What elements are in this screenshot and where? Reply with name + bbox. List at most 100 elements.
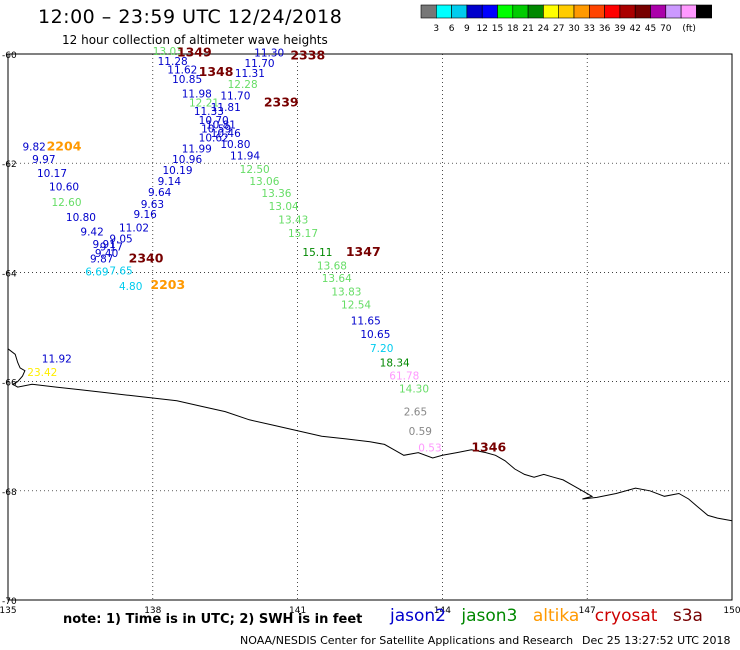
color-swatch [696, 4, 712, 19]
wave-height-label: 10.46 [211, 128, 241, 140]
color-scale-label: 70 [660, 24, 672, 34]
wave-height-label: 11.65 [351, 315, 381, 327]
wave-height-label: 11.99 [182, 143, 212, 155]
wave-height-label: 12.50 [240, 164, 270, 176]
satellite-cryosat: cryosat [594, 606, 658, 626]
wave-height-label: 12.21 [189, 97, 219, 109]
wave-height-label: 12.54 [341, 299, 371, 311]
wave-height-label: 4.80 [119, 281, 142, 293]
wave-height-label: 2.65 [404, 406, 427, 418]
wave-height-label: 0.59 [409, 426, 432, 438]
color-scale-label: 6 [449, 24, 455, 34]
track-time-label: 2339 [264, 94, 299, 109]
wave-height-label: 11.94 [230, 150, 260, 162]
wave-height-label: 10.96 [172, 154, 202, 166]
wave-height-label: 11.62 [167, 65, 197, 77]
track-time-label: 2340 [129, 251, 164, 266]
wave-height-label: 13.04 [269, 201, 299, 213]
wave-height-label: 9.87 [90, 254, 113, 266]
wave-height-label: 11.33 [194, 106, 224, 118]
track-time-label: 1346 [471, 439, 506, 454]
longitude-tick-label: 138 [144, 606, 161, 616]
wave-height-label: 9.63 [141, 199, 164, 211]
color-scale-label: 12 [476, 24, 487, 34]
color-scale-label: 21 [522, 24, 533, 34]
wave-height-label: 11.92 [42, 353, 72, 365]
wave-height-label: 13.83 [331, 286, 361, 298]
wave-height-label: 13.06 [249, 176, 279, 188]
wave-height-label: 14.30 [399, 384, 429, 396]
wave-height-label: 15.11 [302, 247, 332, 259]
latitude-tick-label: -64 [2, 269, 17, 279]
wave-height-label: 18.34 [380, 357, 410, 369]
wave-height-label: 10.59 [201, 124, 231, 136]
wave-height-label: 10.70 [199, 115, 229, 127]
track-time-label: 1348 [199, 64, 234, 79]
wave-height-label: 13.43 [278, 214, 308, 226]
latitude-tick-label: -68 [2, 488, 17, 498]
wave-height-label: 11.81 [211, 102, 241, 114]
wave-height-label: 10.80 [220, 139, 250, 151]
track-time-label: 1349 [177, 45, 212, 60]
wave-height-label: 10.80 [66, 212, 96, 224]
satellite-jason2: jason2 [390, 606, 446, 626]
satellite-altika: altika [532, 606, 580, 626]
color-scale-label: 18 [507, 24, 519, 34]
wave-height-label: 10.17 [37, 168, 67, 180]
color-scale-label: 45 [645, 24, 656, 34]
wave-height-label: 10.62 [199, 132, 229, 144]
wave-height-label: 12.28 [228, 79, 258, 91]
track-time-label: 2203 [150, 277, 185, 292]
satellite-legend: jason2 jason3 altika cryosat s3a [390, 606, 713, 626]
color-scale-label: 30 [568, 24, 580, 34]
color-scale-label: 39 [614, 24, 626, 34]
color-scale-label: (ft) [682, 24, 696, 34]
color-scale-label: 24 [538, 24, 550, 34]
color-scale-label: 36 [599, 24, 611, 34]
longitude-tick-label: 141 [289, 606, 306, 616]
wave-height-label: 9.91 [92, 239, 115, 251]
wave-height-label: 11.70 [220, 90, 250, 102]
footer-note: note: 1) Time is in UTC; 2) SWH is in fe… [63, 612, 363, 627]
track-time-label: 1347 [346, 244, 381, 259]
wave-height-label: 11.28 [158, 56, 188, 68]
longitude-tick-label: 147 [579, 606, 596, 616]
color-scale-label: 15 [492, 24, 503, 34]
wave-height-label: 11.70 [245, 58, 275, 70]
wave-height-label: 23.42 [27, 367, 57, 379]
satellite-jason3: jason3 [461, 606, 518, 626]
satellite-s3a: s3a [672, 606, 703, 626]
color-scale-label: 33 [584, 24, 595, 34]
latitude-tick-label: -60 [2, 51, 17, 61]
timestamp-text: Dec 25 13:27:52 UTC 2018 [582, 634, 731, 647]
wave-height-label: 13.64 [322, 273, 352, 285]
track-time-label: 2338 [290, 47, 325, 62]
longitude-tick-label: 135 [0, 606, 17, 616]
wave-height-label: 13.68 [317, 261, 347, 273]
color-scale-legend: 3 6 9 12 15 18 21 24 27 30 33 36 39 42 45 70 (ft) [420, 4, 712, 34]
wave-height-label: 61.78 [389, 370, 419, 382]
wave-height-label: 10.65 [360, 329, 390, 341]
wave-height-label: 12.60 [51, 197, 81, 209]
wave-height-label: 9.05 [109, 233, 132, 245]
longitude-tick-label: 150 [723, 606, 740, 616]
color-scale-label: 3 [433, 24, 439, 34]
longitude-tick-label: 144 [434, 606, 451, 616]
wave-height-label: 9.17 [100, 242, 123, 254]
latitude-tick-label: -70 [2, 597, 17, 607]
wave-height-label: 10.81 [206, 119, 236, 131]
wave-height-label: 11.30 [254, 48, 284, 60]
wave-height-label: 11.02 [119, 222, 149, 234]
latitude-tick-label: -62 [2, 160, 17, 170]
wave-height-label: 11.31 [235, 68, 265, 80]
coastline [7, 348, 733, 522]
wave-height-label: 9.40 [95, 248, 118, 260]
wave-height-label: 10.19 [162, 165, 192, 177]
wave-height-label: 9.16 [133, 209, 157, 221]
wave-height-label: 9.14 [158, 176, 182, 188]
wave-height-label: 9.82 [22, 142, 45, 154]
track-time-label: 2204 [47, 139, 82, 154]
wave-height-label: 11.98 [182, 89, 212, 101]
page-title: 12:00 – 23:59 UTC 12/24/2018 [38, 6, 343, 28]
